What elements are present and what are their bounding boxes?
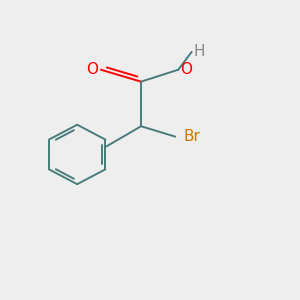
Text: Br: Br <box>183 129 200 144</box>
Text: H: H <box>193 44 205 59</box>
Text: O: O <box>180 62 192 77</box>
Text: O: O <box>86 62 98 77</box>
